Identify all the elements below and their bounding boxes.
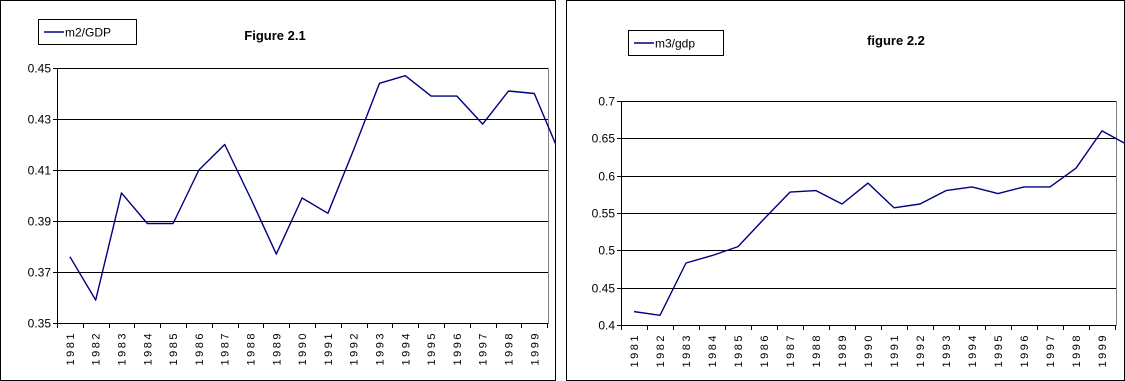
x-tick-label-1996: 1996 — [1019, 333, 1031, 367]
x-tick-label-1999: 1999 — [529, 331, 541, 365]
x-tick-label-1992: 1992 — [915, 333, 927, 367]
x-tick-label-1995: 1995 — [426, 331, 438, 365]
y-tick-label: 0.7 — [598, 95, 615, 109]
x-tick-label-1988: 1988 — [811, 333, 823, 367]
chart-figure-2-1: 0.35 0.37 0.39 0.41 0.43 0.45 1981 1982 1983 1984… — [0, 0, 556, 381]
x-tick-label-1991: 1991 — [323, 331, 335, 365]
x-tick-label-1992: 1992 — [349, 331, 361, 365]
x-tick-label-1996: 1996 — [452, 331, 464, 365]
x-tick-label-1981: 1981 — [629, 333, 641, 367]
x-tick-label-2000: 2000 — [555, 331, 556, 365]
y-tick-label: 0.37 — [28, 266, 52, 280]
chart-frame — [0, 0, 556, 381]
x-tick-label-1993: 1993 — [375, 331, 387, 365]
y-tick-label: 0.65 — [592, 132, 616, 146]
y-tick-label: 0.39 — [28, 215, 52, 229]
series-line-m3-gdp — [633, 130, 1125, 316]
legend-label: m2/GDP — [65, 26, 111, 40]
x-tick-label-2000: 2000 — [1123, 333, 1125, 367]
chart-title: Figure 2.1 — [244, 28, 305, 43]
x-tick-label-1990: 1990 — [297, 331, 309, 365]
y-tick-label: 0.6 — [598, 170, 615, 184]
x-tick-label-1989: 1989 — [837, 333, 849, 367]
x-tick-label-1999: 1999 — [1097, 333, 1109, 367]
y-tick-label: 0.35 — [28, 317, 52, 331]
x-tick-label-1983: 1983 — [117, 331, 129, 365]
x-tick-label-1986: 1986 — [194, 331, 206, 365]
y-tick-label: 0.43 — [28, 113, 52, 127]
x-tick-label-1993: 1993 — [941, 333, 953, 367]
y-tick-label: 0.5 — [598, 244, 615, 258]
x-tick-label-1990: 1990 — [863, 333, 875, 367]
x-tick-label-1986: 1986 — [759, 333, 771, 367]
x-tick-label-1998: 1998 — [1071, 333, 1083, 367]
chart-title: figure 2.2 — [867, 33, 925, 48]
x-tick-label-1984: 1984 — [707, 333, 719, 367]
x-tick-label-1981: 1981 — [65, 331, 77, 365]
chart-frame — [566, 0, 1125, 381]
x-tick-label-1985: 1985 — [733, 333, 745, 367]
y-tick-label: 0.55 — [592, 207, 616, 221]
x-tick-label-1997: 1997 — [1045, 333, 1057, 367]
x-tick-label-1983: 1983 — [681, 333, 693, 367]
legend-label: m3/gdp — [655, 37, 695, 51]
x-tick-label-1998: 1998 — [504, 331, 516, 365]
y-tick-label: 0.4 — [598, 319, 615, 333]
y-tick-label: 0.45 — [28, 62, 52, 76]
x-tick-label-1984: 1984 — [142, 331, 154, 365]
x-tick-label-1987: 1987 — [785, 333, 797, 367]
chart-figure-2-2: 0.4 0.45 0.5 0.55 0.6 0.65 0.7 1981 1982 1983 1984… — [566, 0, 1125, 381]
x-tick-label-1994: 1994 — [967, 333, 979, 367]
chart-panel-1: 0.35 0.37 0.39 0.41 0.43 0.45 1981 1982 1983 1984… — [0, 0, 556, 381]
x-tick-label-1997: 1997 — [478, 331, 490, 365]
x-tick-label-1995: 1995 — [993, 333, 1005, 367]
y-tick-label: 0.45 — [592, 282, 616, 296]
x-tick-label-1989: 1989 — [271, 331, 283, 365]
x-tick-label-1994: 1994 — [400, 331, 412, 365]
series-line-m2-GDP — [69, 74, 556, 301]
x-tick-label-1988: 1988 — [246, 331, 258, 365]
x-tick-label-1985: 1985 — [168, 331, 180, 365]
y-tick-label: 0.41 — [28, 164, 52, 178]
chart-panel-2: 0.4 0.45 0.5 0.55 0.6 0.65 0.7 1981 1982 1983 1984… — [566, 0, 1125, 381]
x-tick-label-1987: 1987 — [220, 331, 232, 365]
x-tick-label-1982: 1982 — [91, 331, 103, 365]
x-tick-label-1982: 1982 — [655, 333, 667, 367]
x-tick-label-1991: 1991 — [889, 333, 901, 367]
